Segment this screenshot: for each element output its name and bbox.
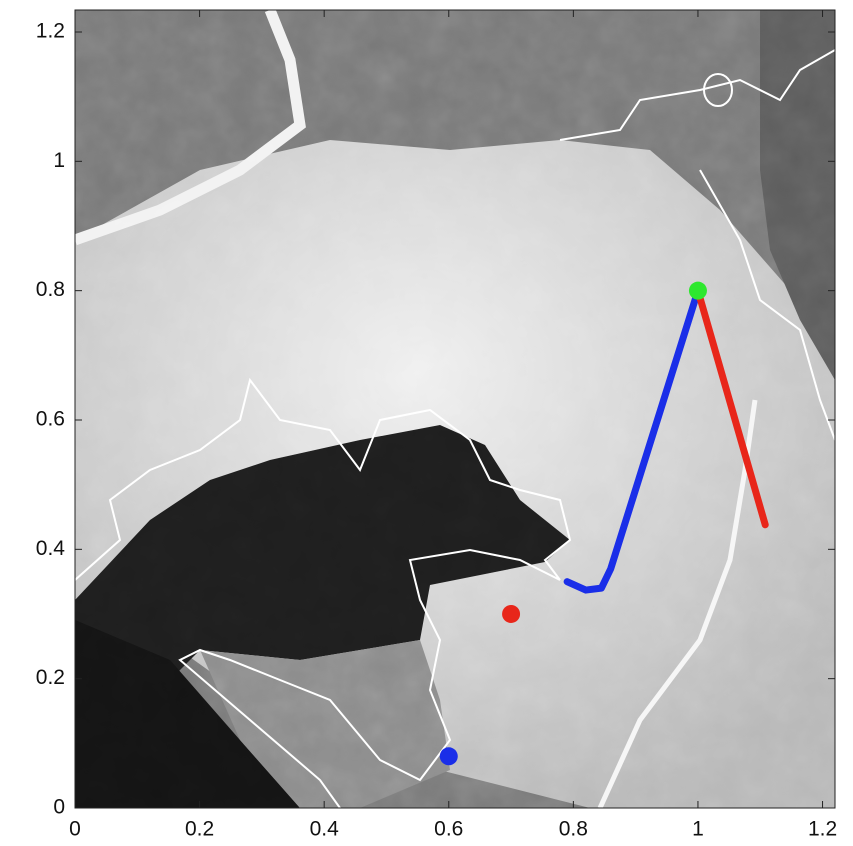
y-tick-label: 0 bbox=[53, 796, 65, 819]
chart: 0 0.2 0.4 0.6 0.8 1 1.2 0 0.2 0.4 0.6 0.8 1 1.2 bbox=[0, 0, 853, 846]
x-tick-label: 0.6 bbox=[434, 818, 463, 841]
y-tick-label: 0.8 bbox=[36, 278, 65, 301]
x-tick-label: 1.2 bbox=[808, 818, 837, 841]
y-tick-label: 1 bbox=[53, 149, 65, 172]
point bbox=[502, 605, 520, 623]
y-tick-label: 0.6 bbox=[36, 408, 65, 431]
point bbox=[689, 282, 707, 300]
x-tick-label: 0.8 bbox=[559, 818, 588, 841]
x-tick-label: 0.4 bbox=[310, 818, 340, 841]
x-tick-label: 0.2 bbox=[185, 818, 214, 841]
y-tick-label: 0.4 bbox=[36, 537, 66, 560]
terrain bbox=[75, 10, 835, 808]
y-tick-label: 0.2 bbox=[36, 666, 65, 689]
x-tick-label: 0 bbox=[69, 818, 81, 841]
y-tick-label: 1.2 bbox=[36, 20, 65, 43]
point bbox=[440, 747, 458, 765]
x-tick-label: 1 bbox=[692, 818, 704, 841]
